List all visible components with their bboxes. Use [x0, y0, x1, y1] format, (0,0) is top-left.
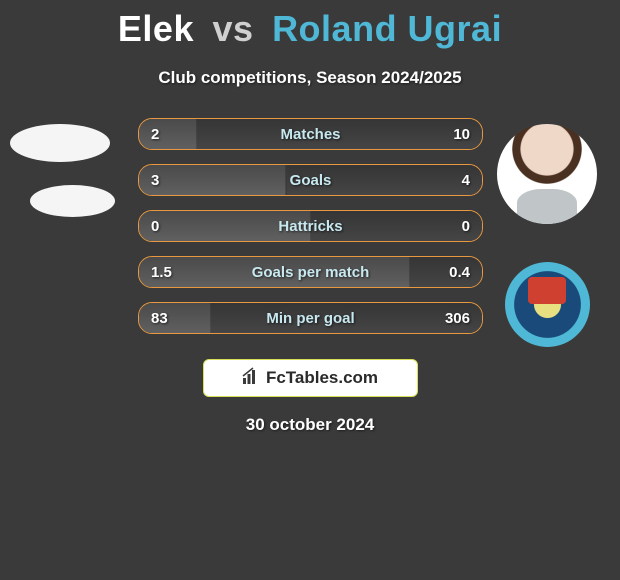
- right-avatar-column: [492, 118, 602, 347]
- stat-right-value: 306: [445, 310, 470, 327]
- stat-left-value: 0: [151, 218, 159, 235]
- stat-left-value: 83: [151, 310, 168, 327]
- stat-name: Goals per match: [252, 264, 370, 281]
- comparison-content: 2 Matches 10 3 Goals 4 0 Hattricks 0 1.5 Goals per…: [0, 118, 620, 334]
- vs-text: vs: [213, 8, 254, 49]
- stat-bar-label: 1.5 Goals per match 0.4: [139, 257, 482, 287]
- stat-bar-row: 83 Min per goal 306: [138, 302, 483, 334]
- player1-club-placeholder: [30, 185, 115, 217]
- stat-bar-label: 2 Matches 10: [139, 119, 482, 149]
- player2-avatar: [497, 124, 597, 224]
- player1-avatar-placeholder: [10, 124, 110, 162]
- stat-left-value: 2: [151, 126, 159, 143]
- left-avatar-column: [5, 118, 115, 217]
- stat-right-value: 0.4: [449, 264, 470, 281]
- stat-name: Goals: [290, 172, 332, 189]
- stat-bar-label: 0 Hattricks 0: [139, 211, 482, 241]
- stat-bar-row: 0 Hattricks 0: [138, 210, 483, 242]
- player1-name: Elek: [118, 8, 194, 49]
- site-logo: FcTables.com: [203, 359, 418, 397]
- stat-bar-row: 2 Matches 10: [138, 118, 483, 150]
- stat-right-value: 4: [462, 172, 470, 189]
- stat-bar-label: 83 Min per goal 306: [139, 303, 482, 333]
- stat-right-value: 10: [453, 126, 470, 143]
- date-text: 30 october 2024: [0, 415, 620, 435]
- player2-club-badge: [505, 262, 590, 347]
- stat-left-value: 3: [151, 172, 159, 189]
- subtitle: Club competitions, Season 2024/2025: [0, 68, 620, 88]
- bar-chart-icon: [242, 367, 260, 390]
- stat-bar-row: 1.5 Goals per match 0.4: [138, 256, 483, 288]
- stat-right-value: 0: [462, 218, 470, 235]
- stat-bars: 2 Matches 10 3 Goals 4 0 Hattricks 0 1.5 Goals per…: [138, 118, 483, 334]
- stat-bar-label: 3 Goals 4: [139, 165, 482, 195]
- comparison-title: Elek vs Roland Ugrai: [0, 0, 620, 50]
- stat-name: Hattricks: [278, 218, 342, 235]
- stat-bar-row: 3 Goals 4: [138, 164, 483, 196]
- stat-name: Matches: [280, 126, 340, 143]
- site-logo-text: FcTables.com: [266, 368, 378, 388]
- stat-name: Min per goal: [266, 310, 354, 327]
- stat-left-value: 1.5: [151, 264, 172, 281]
- player2-name: Roland Ugrai: [272, 8, 502, 49]
